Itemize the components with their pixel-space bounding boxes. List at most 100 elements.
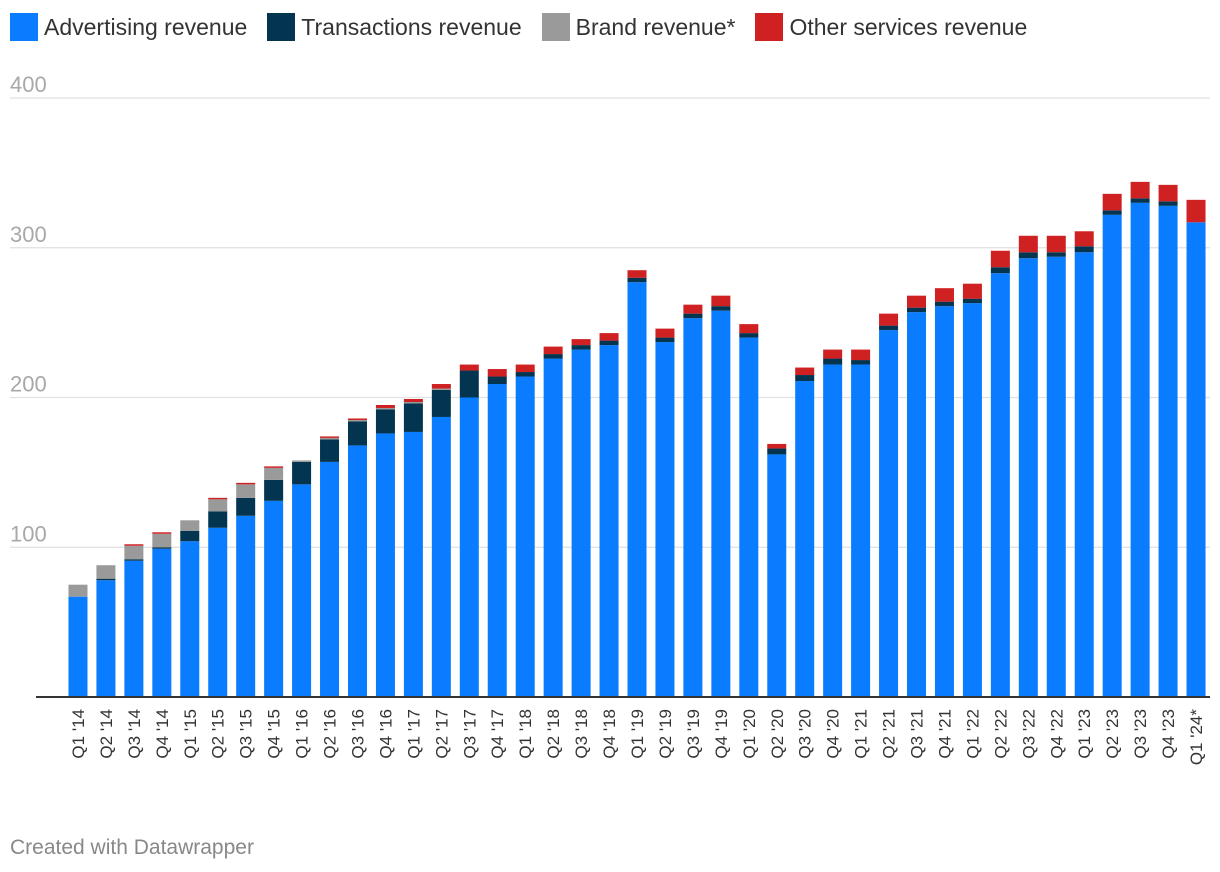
bar-segment	[292, 460, 312, 462]
x-tick-label: Q3 '15	[237, 709, 256, 759]
x-tick-label: Q1 '23	[1075, 709, 1094, 759]
bar-segment	[431, 384, 451, 389]
bar-segment	[739, 337, 759, 697]
bar-segment	[264, 466, 284, 468]
x-tick-label: Q2 '22	[991, 709, 1010, 759]
bar-segment	[907, 307, 927, 313]
bar-segment	[627, 282, 647, 697]
stacked-bar-chart: 100 200 300 400 Q1 '14 Q2 '14 Q3 '14 Q4 '14 Q1 '…	[10, 72, 1210, 766]
bar-segment	[403, 398, 423, 402]
x-tick-label: Q4 '16	[376, 709, 395, 759]
x-tick-label: Q1 '21	[852, 709, 871, 759]
bar-segment	[264, 467, 284, 480]
bar-segment	[487, 369, 507, 377]
bar-segment	[292, 461, 312, 485]
bar-segment	[879, 325, 899, 331]
legend-item[interactable]: Other services revenue	[755, 13, 1027, 41]
bar-segment	[124, 544, 144, 546]
bar-segment	[431, 388, 451, 391]
x-tick-label: Q3 '22	[1019, 709, 1038, 759]
bar-segment	[907, 312, 927, 697]
bar-segment	[962, 298, 982, 304]
bar-segment	[767, 454, 787, 697]
bar-segment	[571, 345, 591, 350]
bar-segment	[1130, 202, 1150, 697]
x-tick-label: Q4 '15	[265, 709, 284, 759]
bar-segment	[683, 318, 703, 697]
bar-segment	[1046, 256, 1066, 697]
bar-segment	[431, 390, 451, 417]
legend-label: Transactions revenue	[301, 13, 522, 40]
x-tick-label: Q3 '19	[684, 709, 703, 759]
bar-segment	[459, 370, 479, 398]
x-tick-label: Q4 '17	[488, 709, 507, 759]
bar-segment	[599, 333, 619, 341]
bar-segment	[571, 349, 591, 697]
bar-segment	[375, 409, 395, 434]
bar-segment	[236, 497, 256, 516]
legend-item[interactable]: Transactions revenue	[267, 13, 522, 41]
bar-segment	[1158, 184, 1178, 202]
x-tick-label: Q1 '19	[628, 709, 647, 759]
footer-credit[interactable]: Created with Datawrapper	[10, 836, 254, 859]
legend-label: Brand revenue*	[575, 13, 736, 40]
legend-swatch	[541, 13, 570, 41]
bar-segment	[208, 527, 228, 697]
bar-segment	[990, 273, 1010, 697]
bar-segment	[795, 367, 815, 376]
bar-segment	[375, 433, 395, 697]
bar-segment	[1102, 193, 1122, 211]
legend-swatch	[267, 13, 296, 41]
bar-segment	[962, 283, 982, 299]
bar-segment	[208, 499, 228, 512]
x-tick-label: Q1 '22	[963, 709, 982, 759]
x-tick-label: Q4 '18	[600, 709, 619, 759]
x-tick-label: Q1 '15	[181, 709, 200, 759]
legend-swatch	[10, 13, 38, 41]
y-tick-label: 200	[10, 372, 47, 397]
bar-segment	[375, 404, 395, 408]
bar-segment	[1186, 199, 1206, 223]
legend-item[interactable]: Brand revenue*	[541, 13, 736, 41]
bar-segment	[934, 301, 954, 307]
legend-swatch	[755, 13, 784, 41]
bar-segment	[515, 372, 535, 377]
bar-segment	[851, 349, 871, 361]
x-tick-label: Q4 '21	[935, 709, 954, 759]
x-tick-label: Q1 '16	[293, 709, 312, 759]
x-tick-label: Q2 '17	[432, 709, 451, 759]
bar-segment	[208, 511, 228, 528]
bar-segment	[487, 376, 507, 385]
bar-segment	[403, 401, 423, 404]
bar-segment	[152, 532, 172, 534]
bar-segment	[459, 364, 479, 371]
bar-segment	[292, 484, 312, 697]
bar-segment	[68, 584, 88, 597]
bar-segment	[1074, 252, 1094, 697]
bar-segment	[543, 354, 563, 359]
bar-segment	[96, 565, 116, 579]
bar-segment	[655, 328, 675, 338]
bar-segment	[515, 376, 535, 697]
x-tick-label: Q3 '23	[1131, 709, 1150, 759]
bar-segment	[320, 436, 340, 438]
bar-segment	[1186, 222, 1206, 698]
legend-item[interactable]: Advertising revenue	[10, 13, 247, 41]
bar-segment	[683, 304, 703, 314]
x-tick-label: Q2 '19	[656, 709, 675, 759]
x-tick-label: Q1 '24*	[1187, 709, 1206, 766]
bar-segment	[236, 482, 256, 485]
bar-segment	[180, 541, 200, 697]
bar-segment	[1102, 214, 1122, 697]
y-tick-label: 100	[10, 521, 47, 546]
bar-segment	[1130, 181, 1150, 199]
legend-label: Advertising revenue	[44, 13, 248, 40]
bar-segment	[795, 381, 815, 697]
bar-segment	[599, 340, 619, 346]
bar-segment	[823, 349, 843, 359]
bar-segment	[347, 421, 367, 446]
x-tick-label: Q1 '17	[404, 709, 423, 759]
bar-segment	[767, 443, 787, 449]
x-tick-label: Q2 '21	[880, 709, 899, 759]
x-tick-label: Q1 '14	[69, 709, 88, 759]
